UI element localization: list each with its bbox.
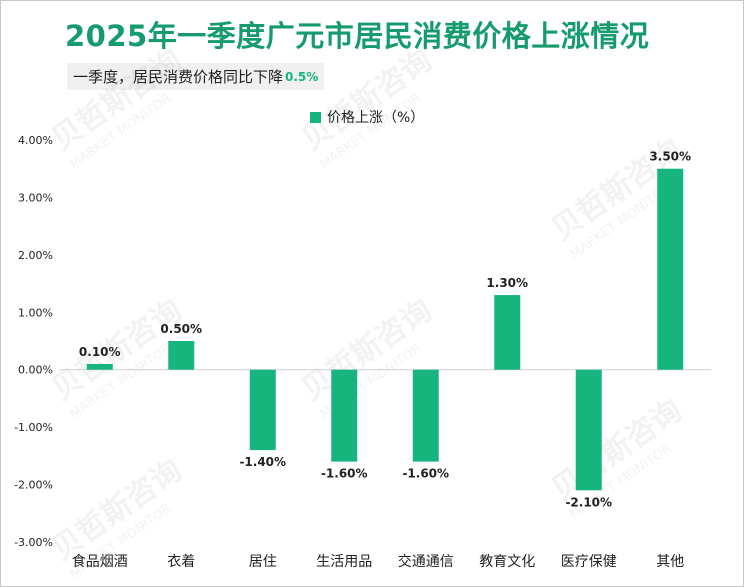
bar — [331, 369, 358, 462]
x-tick-label: 教育文化 — [479, 554, 535, 570]
subtitle-text: 一季度，居民消费价格同比下降 — [73, 68, 284, 86]
x-tick-label: 交通通信 — [398, 553, 454, 570]
data-label: 3.50% — [649, 150, 691, 164]
y-tick-label: -2.00% — [14, 479, 53, 492]
bar — [575, 369, 602, 491]
y-tick-label: 3.00% — [18, 191, 53, 204]
legend-swatch — [310, 112, 321, 123]
y-tick-label: 2.00% — [18, 249, 53, 262]
bar — [249, 369, 276, 451]
y-tick-label: -1.00% — [14, 421, 53, 434]
x-tick-label: 居住 — [249, 554, 277, 570]
x-tick-label: 生活用品 — [316, 554, 372, 570]
x-tick-label: 衣着 — [167, 554, 195, 570]
chart-title: 2025年一季度广元市居民消费价格上涨情况 — [65, 19, 650, 53]
data-label: -2.10% — [565, 495, 612, 509]
bar — [494, 295, 521, 370]
data-label: 0.50% — [160, 322, 202, 336]
data-label: -1.60% — [402, 467, 449, 481]
data-label: -1.60% — [321, 467, 368, 481]
data-label: -1.40% — [239, 455, 286, 469]
data-label: 1.30% — [486, 276, 528, 290]
bar — [168, 341, 195, 370]
x-tick-label: 食品烟酒 — [72, 553, 128, 570]
bar — [657, 168, 684, 370]
y-tick-label: -3.00% — [14, 536, 53, 549]
legend-label: 价格上涨（%） — [327, 110, 424, 126]
bar — [86, 363, 113, 370]
subtitle-box: 一季度，居民消费价格同比下降 0.5% — [67, 63, 325, 90]
y-tick-label: 0.00% — [18, 364, 53, 377]
y-tick-label: 4.00% — [18, 134, 53, 147]
data-label: 0.10% — [79, 345, 121, 359]
bar — [412, 369, 439, 462]
y-tick-label: 1.00% — [18, 306, 53, 319]
x-tick-label: 医疗保健 — [561, 554, 617, 570]
subtitle-value: 0.5% — [285, 69, 319, 84]
x-tick-label: 其他 — [656, 554, 684, 570]
